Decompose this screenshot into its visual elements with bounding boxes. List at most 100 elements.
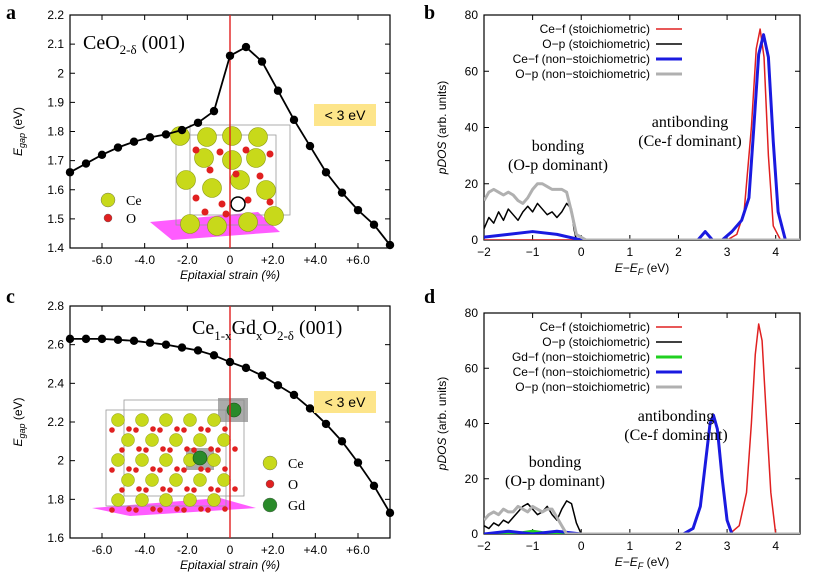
text-span: Ce <box>192 317 214 339</box>
y-tick-label: 40 <box>465 417 479 431</box>
x-tick-label: +6.0 <box>346 543 370 557</box>
y-tick-label: 2.4 <box>47 376 64 390</box>
ce-atom <box>135 493 149 507</box>
panel-letter-b: b <box>424 2 435 24</box>
data-point <box>177 125 187 135</box>
data-point <box>97 150 107 159</box>
o-atom <box>266 150 274 158</box>
o-atom <box>215 487 221 493</box>
o-atom <box>109 467 115 473</box>
legend-label: Ce−f (non−stoichiometric) <box>513 52 650 66</box>
y-tick-label: 1.7 <box>47 154 64 168</box>
legend-label: O−p (stoichiometric) <box>542 335 650 349</box>
ce-atom <box>176 170 196 190</box>
data-point <box>241 42 251 52</box>
legend-label: Gd <box>288 499 305 514</box>
o-atom <box>181 467 187 473</box>
o-atom <box>150 506 156 512</box>
annotation-antibonding-line2: (Ce-f dominant) <box>638 133 742 150</box>
legend-label: Ce−f (non−stoichiometric) <box>513 365 650 379</box>
legend-marker-o <box>265 479 275 489</box>
o-atom <box>206 166 214 174</box>
x-tick-label: 1 <box>627 539 634 553</box>
o-atom <box>222 210 230 218</box>
o-atom <box>208 486 214 492</box>
y-tick-label: 2.6 <box>47 338 64 352</box>
ce-atom <box>159 413 173 427</box>
text-span: 2-δ <box>277 328 294 343</box>
ce-atom <box>145 473 159 487</box>
text-span: x <box>256 328 263 343</box>
o-atom <box>150 466 156 472</box>
y-tick-label: 1.4 <box>47 241 64 255</box>
x-tick-label: -4.0 <box>134 253 155 267</box>
y-tick-label: 80 <box>465 306 479 320</box>
data-point <box>129 137 139 146</box>
x-tick-label: −1 <box>526 245 540 259</box>
text-span: (eV) <box>643 261 669 275</box>
text-span: F <box>638 267 644 277</box>
gd-atom <box>226 402 242 418</box>
ce-atom <box>121 473 135 487</box>
o-atom <box>198 426 204 432</box>
o-atom <box>126 466 132 472</box>
annotation-bonding-line2: (O-p dominant) <box>505 473 605 490</box>
o-atom <box>167 447 173 453</box>
text-span: Gd <box>232 317 256 339</box>
x-tick-label: 2 <box>675 245 682 259</box>
ce-atom <box>238 212 258 232</box>
ce-atom <box>111 453 125 467</box>
x-axis-label: Epitaxial strain (%) <box>180 268 280 282</box>
o-atom <box>191 487 197 493</box>
data-point <box>257 57 267 66</box>
panel-letter-c: c <box>6 286 15 308</box>
legend-label: Ce <box>126 194 142 209</box>
y-axis-label: pDOS (arb. units) <box>435 81 449 175</box>
y-tick-label: 1.8 <box>47 492 64 506</box>
panel-a: a -6.0 -4.0 -2.0 0 +2.0 +4.0 +6.0 1.4 1.5 1.6 1.7 1.… <box>6 2 395 282</box>
crystal-structure-illustration <box>150 124 291 240</box>
o-atom <box>222 466 228 472</box>
o-atom <box>157 467 163 473</box>
x-tick-label: −2 <box>477 539 491 553</box>
o-atom <box>133 427 139 433</box>
text-span: 1-x <box>214 328 232 343</box>
x-tick-label: 2 <box>675 539 682 553</box>
o-atom <box>109 507 115 513</box>
o-atom <box>198 466 204 472</box>
x-tick-label: 1 <box>627 245 634 259</box>
data-point <box>305 404 315 413</box>
text-span: (arb. units) <box>435 377 449 438</box>
ce-atom <box>256 180 276 200</box>
legend-label: Ce−f (stoichiometric) <box>540 22 650 36</box>
o-atom <box>181 507 187 513</box>
x-tick-label: 4 <box>772 539 779 553</box>
ce-atom <box>183 413 197 427</box>
series-line <box>484 413 800 534</box>
gd-atom <box>192 450 208 466</box>
y-tick-label: 2.8 <box>47 299 64 313</box>
data-point <box>225 357 235 367</box>
o-atom <box>174 506 180 512</box>
ce-atom <box>111 413 125 427</box>
o-atom <box>215 447 221 453</box>
y-tick-label: 20 <box>465 177 479 191</box>
ce-atom <box>169 473 183 487</box>
series-line <box>484 323 800 534</box>
o-atom <box>216 148 224 156</box>
annotation-antibonding-line1: antibonding <box>652 114 728 131</box>
text-span: O <box>263 317 277 339</box>
data-point <box>81 159 91 168</box>
series-line <box>484 33 800 240</box>
o-atom <box>133 507 139 513</box>
legend-marker-o <box>103 213 113 223</box>
data-point <box>273 86 283 95</box>
data-point <box>337 437 347 446</box>
ce-atom <box>222 150 242 170</box>
data-point <box>65 334 75 344</box>
annotation-bonding-line1: bonding <box>532 138 584 155</box>
ce-atom <box>197 127 217 147</box>
crystal-structure-illustration <box>92 398 256 516</box>
o-atom <box>232 446 238 452</box>
